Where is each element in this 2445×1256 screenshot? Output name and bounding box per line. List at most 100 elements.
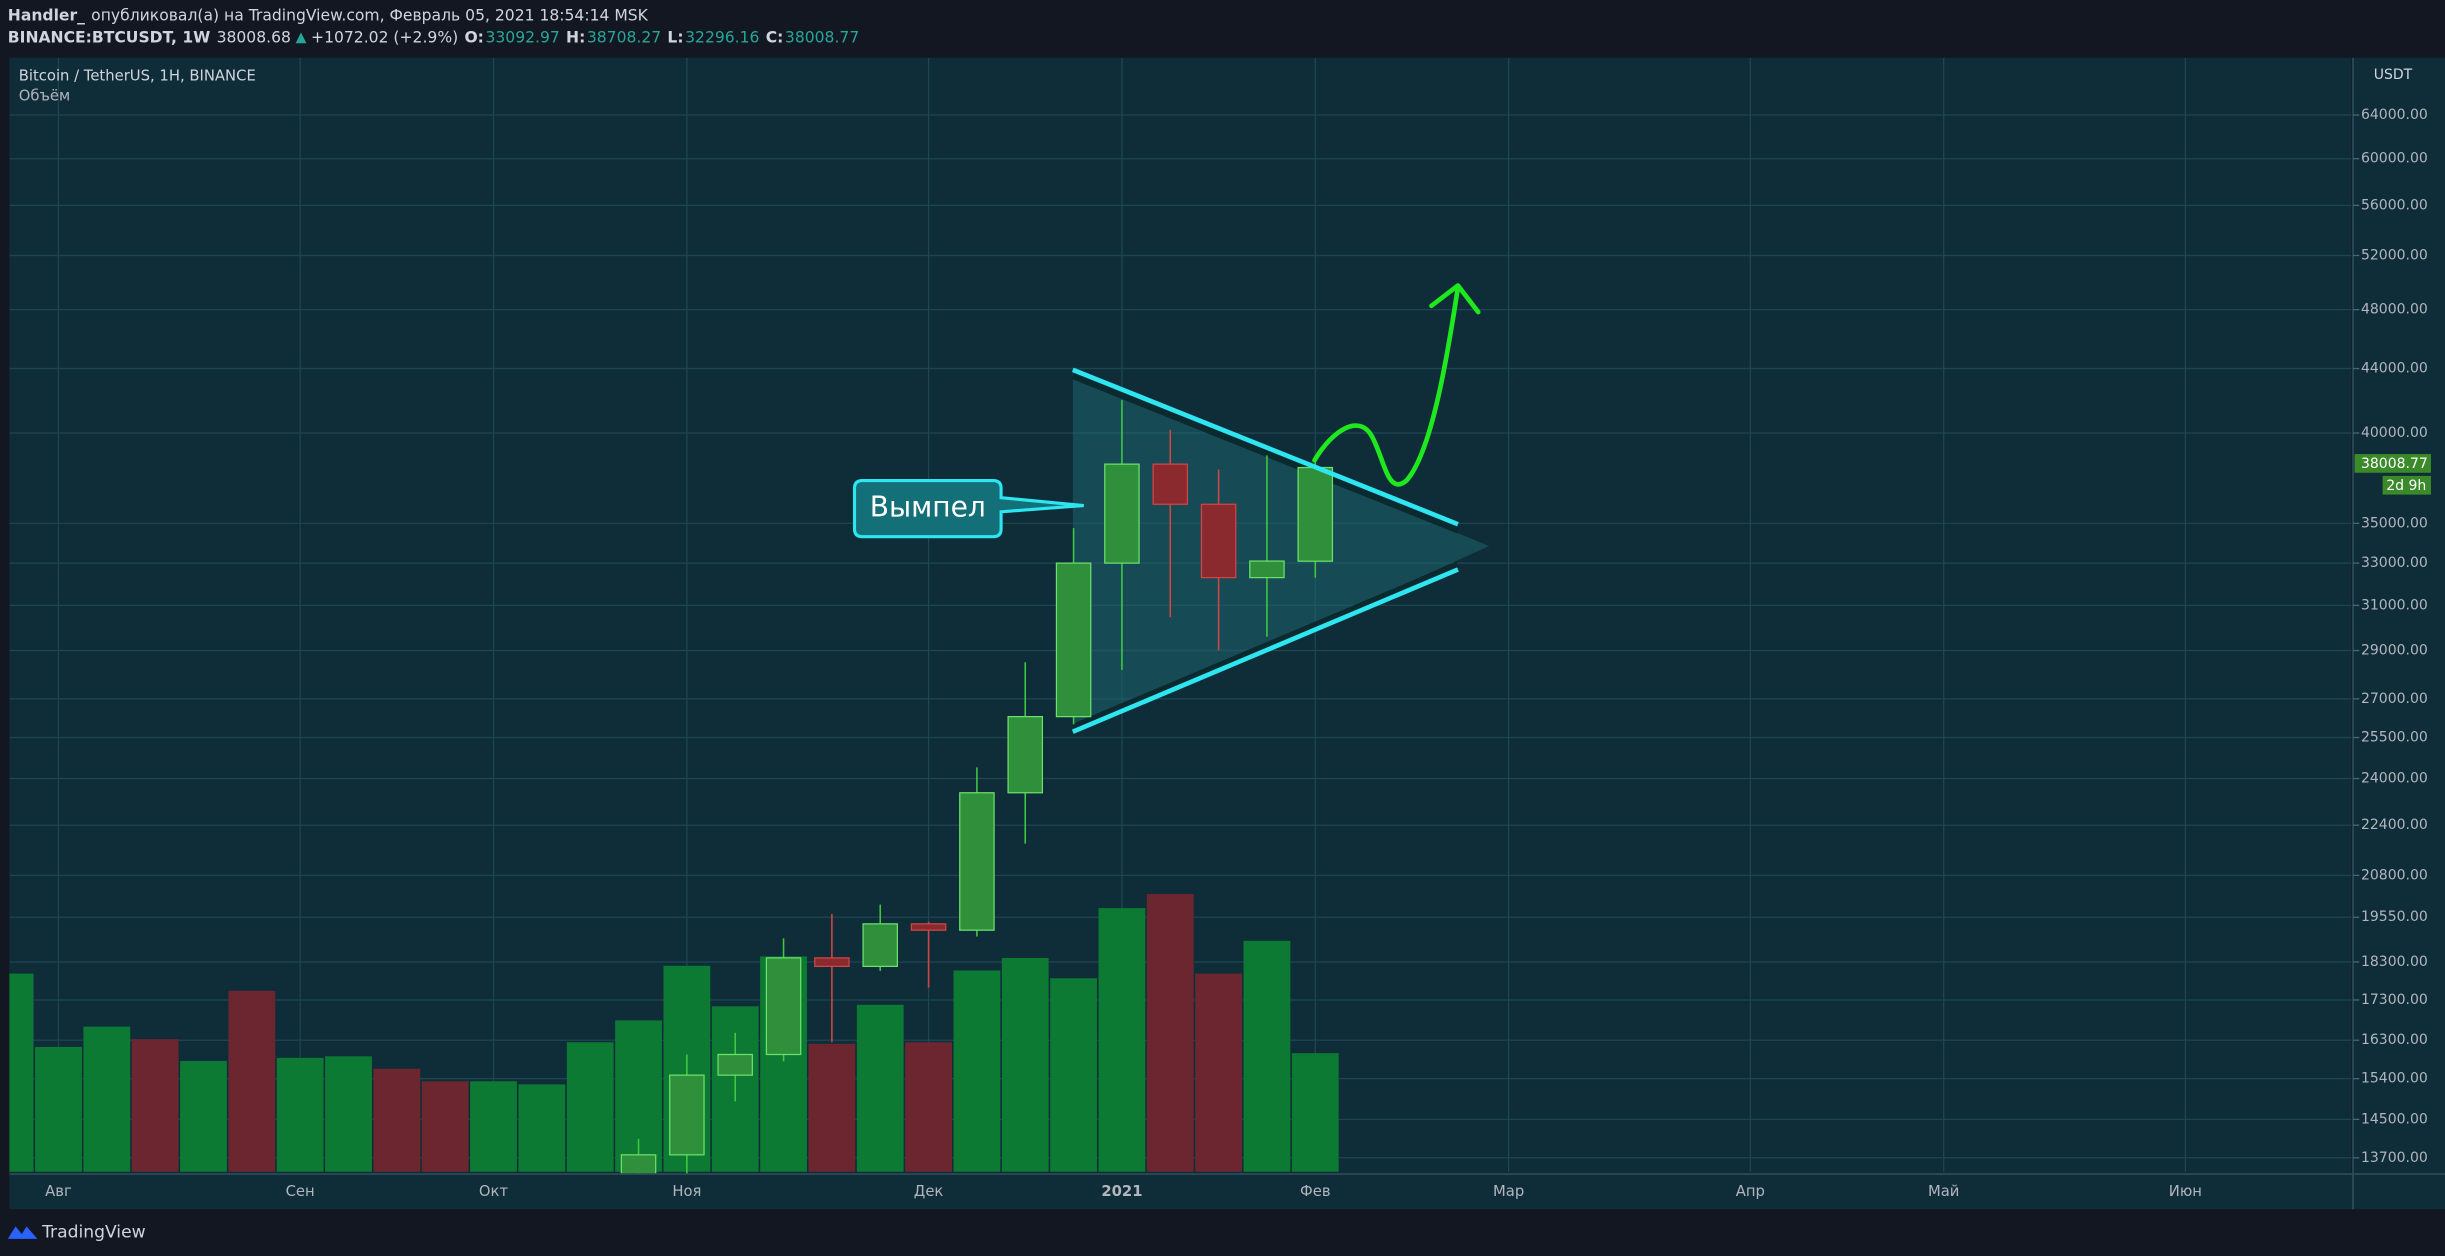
volume-bar [566,1042,614,1172]
y-tick-label: 13700.00 [2361,1150,2428,1166]
volume-bar [1001,957,1049,1172]
y-tick-label: 44000.00 [2361,361,2428,377]
pennant-shadow [1071,561,1460,730]
volume-bar [856,1004,904,1172]
x-tick-label: Июн [2169,1183,2202,1200]
y-tick-label: 35000.00 [2361,515,2428,531]
pennant-shadow [1071,373,1460,534]
candle-body [1055,562,1092,718]
y-tick-label: 52000.00 [2361,248,2428,264]
volume-bar [905,1042,952,1172]
candle-body [910,923,947,931]
countdown-badge [2382,475,2431,495]
y-tick-label: 40000.00 [2361,425,2428,441]
volume-bar [276,1057,324,1172]
y-tick-label: 31000.00 [2361,597,2428,613]
open-label: O: [464,28,483,46]
x-tick-label: Авг [45,1183,72,1200]
brand-logo [7,1226,38,1239]
volume-bar [35,1046,82,1172]
y-tick-label: 48000.00 [2361,302,2428,318]
change: +1072.02 (+2.9%) [311,28,458,46]
candle-body [1200,503,1237,579]
volume-bar [83,1026,131,1172]
callout: Вымпел [852,478,1084,539]
brand-name: TradingView [41,1223,146,1243]
volume-bar [131,1039,179,1172]
volume-bar [325,1056,372,1172]
volume-bar [953,970,1001,1172]
candle-body [717,1053,753,1076]
y-tick-label: 64000.00 [2361,107,2428,123]
x-tick-label: Дек [914,1183,944,1200]
x-tick-label: Ноя [672,1183,701,1200]
volume-bar [1146,894,1194,1172]
x-tick-label: Май [1928,1183,1959,1200]
currency-label: USDT [2374,67,2413,83]
volume-bar [808,1043,856,1172]
callout-label: Вымпел [870,491,986,524]
y-tick-label: 25500.00 [2361,730,2428,746]
candle-layer [620,400,1334,1174]
last-price-label: 38008.77 [2361,456,2428,472]
last-price-badge [2354,454,2431,473]
close-label: C: [766,28,784,46]
y-tick-label: 16300.00 [2361,1032,2428,1048]
pennant-drawing [1071,372,1490,734]
price: 38008.68 [217,28,291,46]
change-arrow: ▲ [296,29,307,45]
pennant-upper-line [1071,367,1459,527]
candle-body [862,923,899,968]
candle-body [1007,715,1044,794]
close-value: 38008.77 [785,28,859,46]
y-tick-label: 19550.00 [2361,909,2428,925]
y-tick-label: 60000.00 [2361,151,2428,167]
volume-bar [518,1084,566,1172]
volume-bar [1243,940,1291,1172]
published: опубликовал(а) на TradingView.com, Февра… [91,6,649,24]
volume-bar [1195,973,1242,1172]
volume-bar [1291,1053,1339,1172]
y-tick-label: 27000.00 [2361,691,2428,707]
candle-body [1104,463,1140,564]
x-tick-label: Окт [479,1183,509,1200]
low-label: L: [667,28,683,46]
volume-bar [9,973,34,1172]
y-tick-label: 15400.00 [2361,1071,2428,1087]
pennant-lines [1071,367,1459,734]
x-tick-label: Фев [1300,1183,1331,1200]
x-tick-label: Сен [286,1183,315,1200]
currency-box [2359,62,2419,85]
volume-bar [470,1081,517,1172]
x-tick-label: 2021 [1101,1183,1142,1200]
volume-legend: Объём [19,88,70,105]
volume-bar [421,1081,469,1172]
y-tick-label: 33000.00 [2361,555,2428,571]
x-tick-label: Апр [1736,1183,1765,1200]
candle-body [814,957,850,968]
y-tick-label: 29000.00 [2361,643,2428,659]
high-label: H: [566,28,585,46]
symbol-line: BINANCE:BTCUSDT, 1W 38008.68 ▲ +1072.02 (+2… [8,28,859,46]
chart-title: Bitcoin / TetherUS, 1H, BINANCE [19,67,256,84]
volume-bar [1098,908,1146,1172]
time-axis-area [9,1174,2445,1210]
axes: 64000.00 60000.00 56000.00 52000.00 48000.00… [45,107,2428,1200]
y-tick-label: 20800.00 [2361,867,2428,883]
high-value: 38708.27 [587,28,661,46]
y-tick-label: 56000.00 [2361,197,2428,213]
candle-body [959,792,995,931]
volume-layer [9,894,1339,1172]
footer: TradingView [7,1223,146,1243]
candle-body [669,1074,705,1156]
y-tick-label: 24000.00 [2361,771,2428,787]
pennant-fill [1072,372,1490,734]
y-tick-label: 22400.00 [2361,817,2428,833]
author: Handler_ [8,6,85,24]
low-value: 32296.16 [685,28,759,46]
forecast-arrow [1312,283,1481,487]
y-tick-label: 14500.00 [2361,1111,2428,1127]
candle-body [1297,466,1334,562]
